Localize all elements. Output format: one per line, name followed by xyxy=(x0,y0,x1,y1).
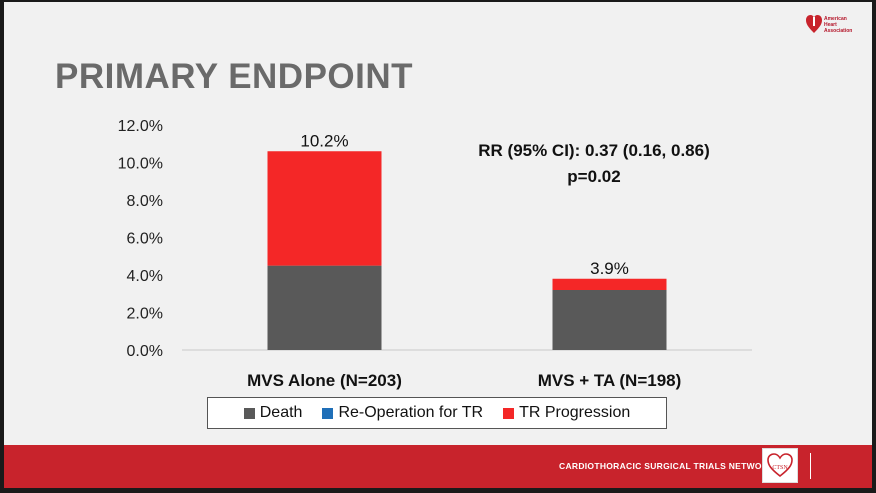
heart-torch-icon xyxy=(806,15,822,33)
y-tick-label: 4.0% xyxy=(127,268,163,285)
bar-segment xyxy=(267,151,382,266)
legend-item-death: Death xyxy=(243,404,303,422)
footer-divider xyxy=(810,453,811,479)
footer-network-name: CARDIOTHORACIC SURGICAL TRIALS NETWORK xyxy=(559,461,775,471)
y-tick-label: 10.0% xyxy=(118,156,163,173)
legend-item-reoperation: Re-Operation for TR xyxy=(322,404,483,422)
bar-segment xyxy=(552,278,667,290)
legend-item-tr-progression: TR Progression xyxy=(503,404,630,422)
ctsn-heart-icon: CTSN xyxy=(767,453,793,478)
legend-swatch-reoperation xyxy=(322,407,334,419)
aha-logo: American Heart Association xyxy=(806,12,854,38)
aha-logo-text: American Heart Association xyxy=(824,16,853,34)
bar-total-label: 3.9% xyxy=(590,259,629,278)
legend-swatch-death xyxy=(243,407,255,419)
ctsn-logo-text: CTSN xyxy=(772,465,788,471)
x-category-label: MVS + TA (N=198) xyxy=(538,371,682,390)
legend-label-reoperation: Re-Operation for TR xyxy=(338,404,484,421)
x-category-label: MVS Alone (N=203) xyxy=(247,371,402,390)
y-tick-label: 12.0% xyxy=(118,118,163,135)
bar-segment xyxy=(267,265,382,350)
y-tick-label: 8.0% xyxy=(127,193,163,210)
slide: PRIMARY ENDPOINT American Heart Associat… xyxy=(4,2,872,488)
bar-segment xyxy=(552,290,667,350)
bar-total-label: 10.2% xyxy=(300,131,348,150)
stacked-bar-chart: 0.0% 2.0% 4.0% 6.0% 8.0% 10.0% 12.0% 10.2% MVS A… xyxy=(118,118,752,390)
y-tick-label: 2.0% xyxy=(127,306,163,323)
y-tick-label: 0.0% xyxy=(127,343,163,360)
legend-label-death: Death xyxy=(259,404,303,421)
chart-legend: Death Re-Operation for TR TR Progression xyxy=(207,397,667,429)
y-tick-label: 6.0% xyxy=(127,231,163,248)
risk-ratio-text: RR (95% CI): 0.37 (0.16, 0.86) xyxy=(478,141,710,160)
risk-ratio-annotation: RR (95% CI): 0.37 (0.16, 0.86) p=0.02 xyxy=(444,138,744,190)
ctsn-logo: CTSN xyxy=(762,448,798,483)
p-value-text: p=0.02 xyxy=(567,167,621,186)
footer-bar: CARDIOTHORACIC SURGICAL TRIALS NETWORK C… xyxy=(4,445,872,488)
legend-label-tr-progression: TR Progression xyxy=(519,404,631,421)
legend-swatch-tr-progression xyxy=(503,407,515,419)
slide-title: PRIMARY ENDPOINT xyxy=(55,57,414,96)
